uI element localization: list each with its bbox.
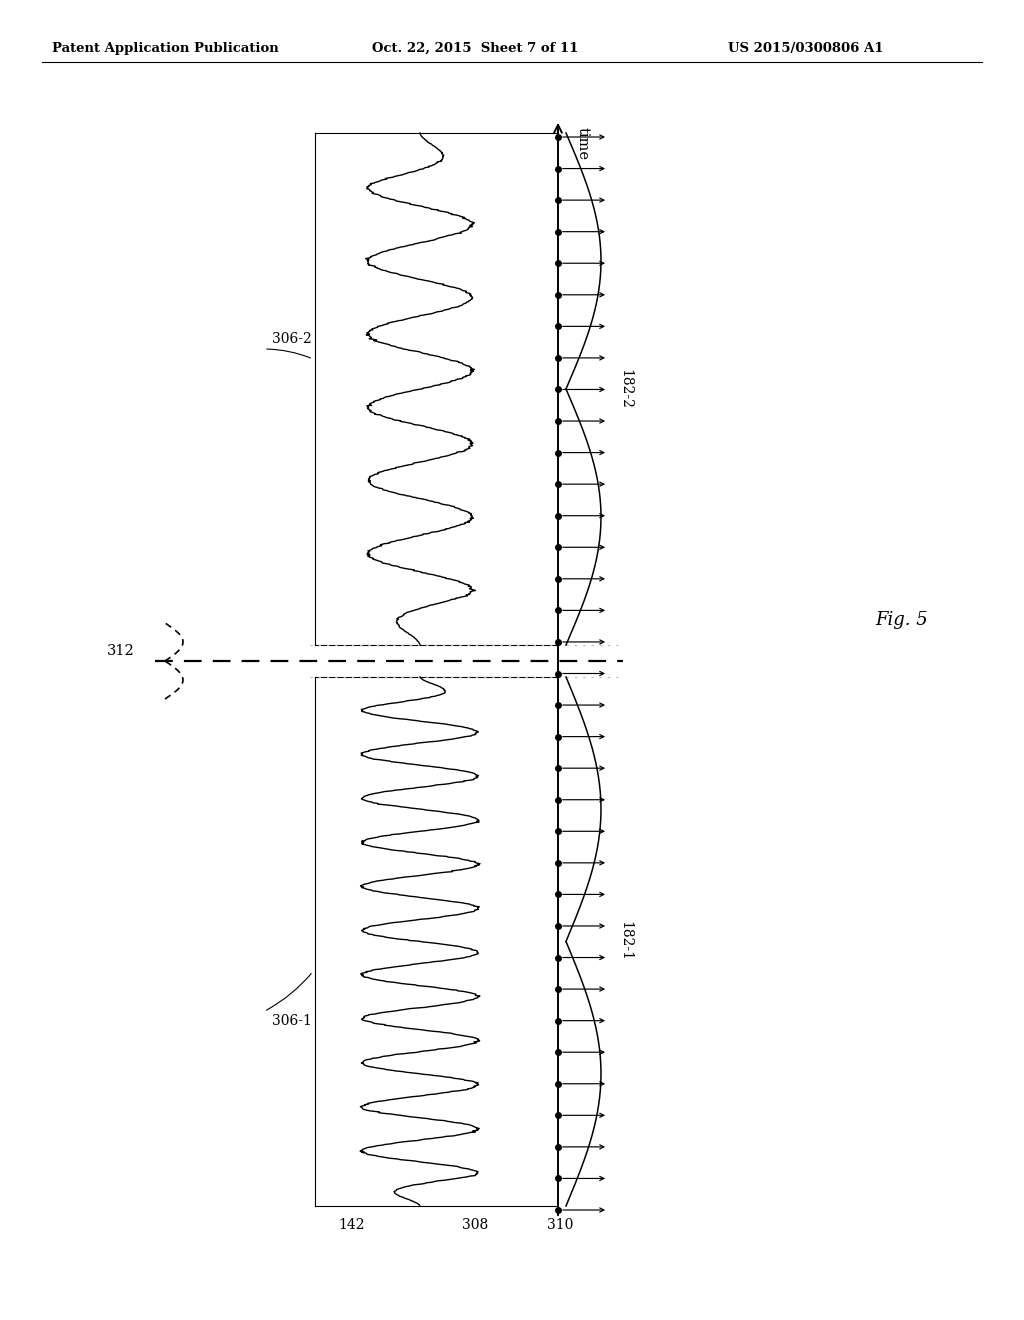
Text: 182-1: 182-1 — [618, 921, 632, 961]
Text: time: time — [575, 127, 590, 160]
Text: 310: 310 — [547, 1218, 573, 1232]
Text: 306-2: 306-2 — [272, 333, 311, 346]
Text: 142: 142 — [339, 1218, 366, 1232]
Text: 312: 312 — [108, 644, 135, 657]
Text: Fig. 5: Fig. 5 — [874, 611, 928, 630]
Text: 182-2: 182-2 — [618, 370, 632, 409]
Text: Oct. 22, 2015  Sheet 7 of 11: Oct. 22, 2015 Sheet 7 of 11 — [372, 42, 579, 55]
Text: Patent Application Publication: Patent Application Publication — [52, 42, 279, 55]
Text: 308: 308 — [462, 1218, 488, 1232]
Text: US 2015/0300806 A1: US 2015/0300806 A1 — [728, 42, 884, 55]
Text: 306-1: 306-1 — [272, 1015, 312, 1028]
